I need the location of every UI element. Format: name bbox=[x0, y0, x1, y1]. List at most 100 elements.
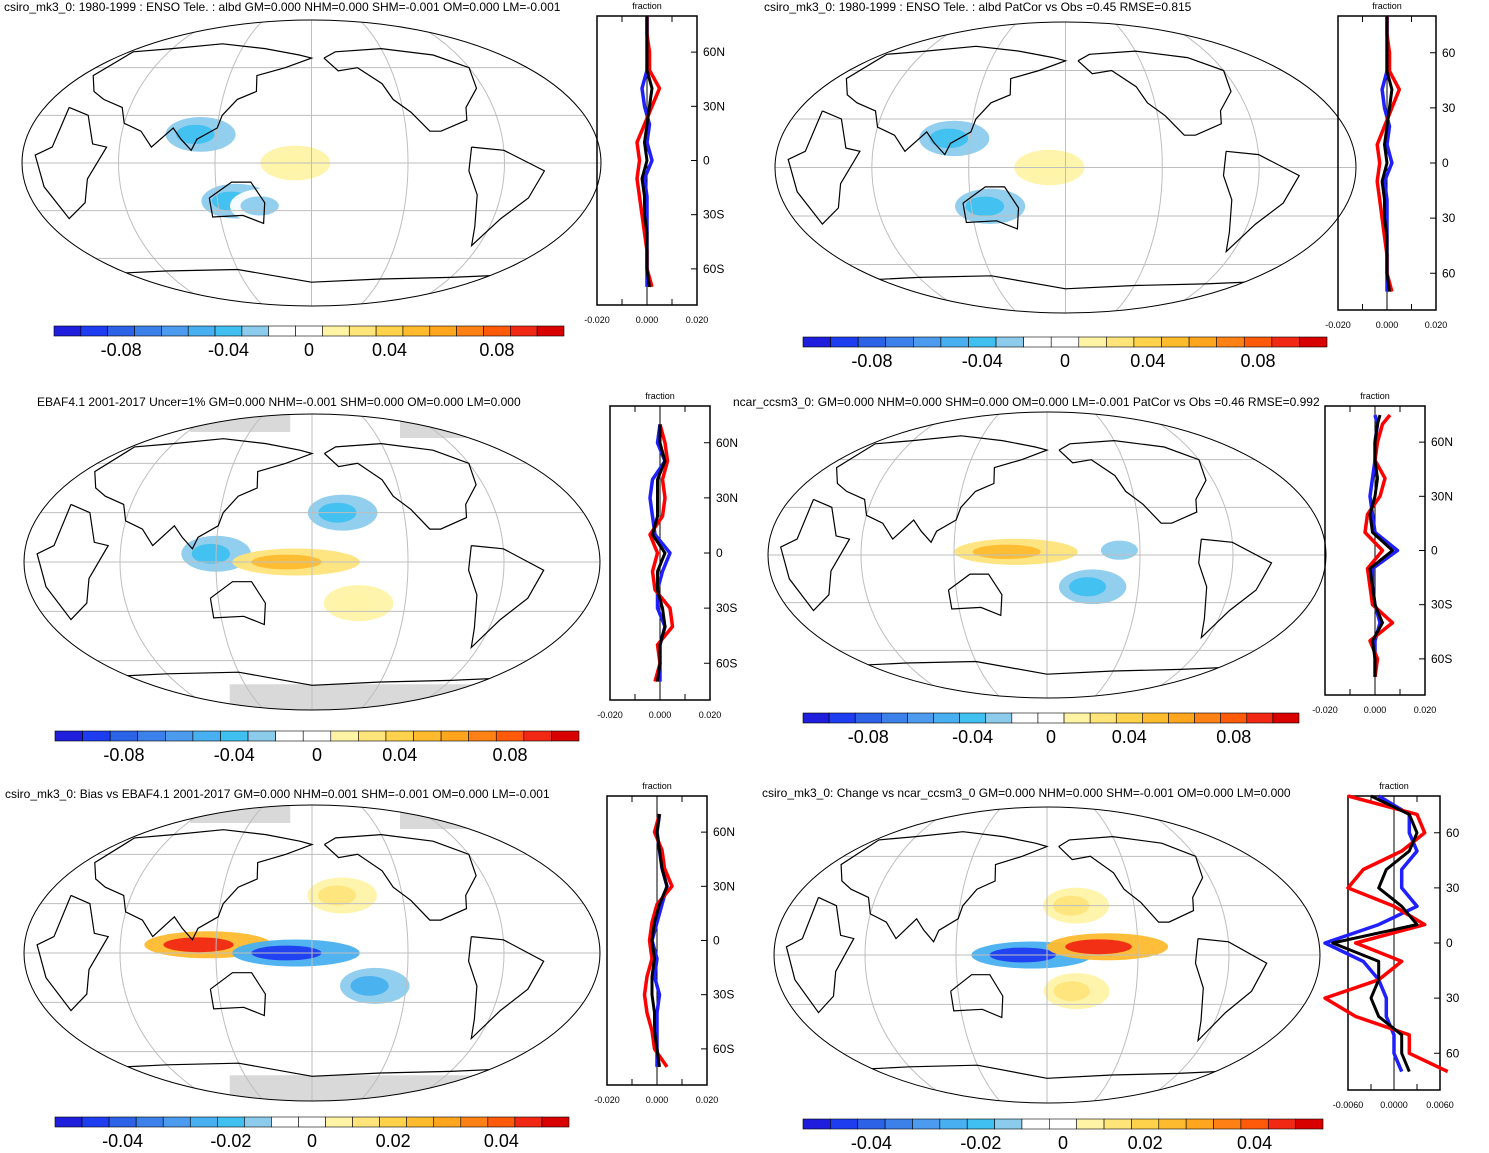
map-svg bbox=[21, 19, 602, 307]
continent-outline bbox=[840, 660, 1254, 675]
colorbar-label: 0.08 bbox=[479, 340, 514, 360]
colorbar-swatch bbox=[1089, 712, 1117, 724]
colorbar-swatch bbox=[456, 325, 484, 337]
profile-axis-label: fraction bbox=[1379, 781, 1409, 791]
map-border bbox=[23, 804, 601, 1102]
colorbar-swatch bbox=[1240, 1118, 1269, 1130]
map-border bbox=[773, 806, 1321, 1104]
colorbar-swatch bbox=[913, 336, 942, 348]
colorbar-swatch bbox=[433, 1116, 462, 1128]
colorbar-swatch bbox=[295, 325, 323, 337]
profile-lat-label: 0 bbox=[1442, 156, 1449, 170]
graticule-lon bbox=[860, 412, 955, 698]
zonal-profile-svg: fraction -0.020 0.000 0.020 60N 30N 0 30S 60S bbox=[1312, 391, 1453, 715]
colorbar-label: 0.04 bbox=[1112, 727, 1147, 747]
colorbar-label: -0.08 bbox=[848, 727, 889, 747]
colorbar: -0.04 -0.02 0 0.02 0.04 bbox=[54, 1116, 570, 1153]
continent-outline bbox=[323, 442, 477, 530]
colorbar-swatch bbox=[358, 730, 387, 742]
continent-outline bbox=[1077, 50, 1232, 136]
profile-lat-label: 60S bbox=[1431, 652, 1452, 666]
colorbar-swatch bbox=[854, 712, 882, 724]
profile-series-line bbox=[1323, 794, 1449, 1074]
zonal-profile-svg: fraction -0.020 0.000 0.020 60N 30N 0 30S 60S bbox=[584, 1, 725, 325]
profile-lat-label: 30S bbox=[703, 208, 724, 222]
colorbar-swatch bbox=[375, 325, 404, 337]
profile-tick-label: 0.000 bbox=[646, 1095, 669, 1105]
colorbar-swatch bbox=[1106, 336, 1135, 348]
colorbar-swatch bbox=[214, 325, 243, 337]
colorbar-swatch bbox=[1299, 336, 1328, 348]
map-plot bbox=[766, 410, 1328, 700]
colorbar-label: 0.04 bbox=[372, 340, 407, 360]
graticule-lon bbox=[1113, 22, 1163, 313]
colorbar-label: -0.08 bbox=[851, 351, 892, 371]
colorbar-swatch bbox=[302, 730, 332, 742]
colorbar-swatch bbox=[189, 1116, 218, 1128]
colorbar-swatch bbox=[1115, 712, 1143, 724]
profile-tick-label: -0.0060 bbox=[1333, 1100, 1364, 1110]
profile-lat-label: 0 bbox=[1446, 936, 1453, 950]
profile-series-line bbox=[1380, 16, 1394, 292]
colorbar-swatch bbox=[217, 1116, 245, 1128]
missing-data-antarctic bbox=[229, 1075, 511, 1101]
colorbar-swatch bbox=[933, 712, 960, 724]
map-body bbox=[768, 412, 1326, 698]
colorbar-swatch bbox=[912, 1118, 941, 1130]
colorbar-swatch bbox=[1272, 712, 1300, 724]
colorbar-swatch bbox=[161, 325, 189, 337]
map-body bbox=[22, 20, 601, 306]
profile-tick-label: 0.0000 bbox=[1380, 1100, 1408, 1110]
continent-outline bbox=[209, 972, 267, 1017]
map-plot bbox=[22, 412, 602, 712]
continent-outline bbox=[850, 275, 1281, 290]
colorbar-swatch bbox=[1103, 1118, 1132, 1130]
profile-lat-label: 60N bbox=[716, 436, 738, 450]
colorbar-swatch bbox=[247, 730, 276, 742]
anomaly-core bbox=[191, 543, 231, 564]
colorbar-swatch bbox=[440, 730, 469, 742]
panel-title: ncar_ccsm3_0: GM=0.000 NHM=0.000 SHM=0.0… bbox=[733, 395, 1320, 409]
map-border bbox=[23, 413, 601, 711]
graticule-lon bbox=[359, 20, 409, 306]
graticule-lon bbox=[215, 805, 265, 1101]
colorbar-swatch bbox=[135, 1116, 164, 1128]
colorbar-label: -0.04 bbox=[208, 340, 249, 360]
anomaly-core bbox=[334, 593, 373, 614]
profile-lat-label: 60S bbox=[716, 656, 737, 670]
continent-outline bbox=[1194, 938, 1268, 1043]
colorbar-swatch bbox=[1243, 336, 1273, 348]
colorbar-label: -0.04 bbox=[102, 1131, 143, 1151]
continent-outline bbox=[97, 268, 526, 283]
profile-tick-label: 0.000 bbox=[649, 710, 672, 720]
colorbar-swatch bbox=[1168, 712, 1195, 724]
map-body bbox=[775, 22, 1356, 313]
colorbar-swatch bbox=[413, 730, 442, 742]
colorbar-swatch bbox=[244, 1116, 272, 1128]
profile-tick-label: -0.020 bbox=[1325, 320, 1351, 330]
colorbar-swatch bbox=[1295, 1118, 1324, 1130]
colorbar: -0.08 -0.04 0 0.04 0.08 bbox=[53, 325, 565, 366]
profile-tick-label: 0.020 bbox=[696, 1095, 719, 1105]
colorbar-swatch bbox=[523, 730, 552, 742]
colorbar-swatch bbox=[460, 1116, 489, 1128]
continent-outline bbox=[962, 186, 1020, 230]
zonal-profile: fraction -0.020 0.000 0.020 60N 30N 0 30S 60S bbox=[570, 0, 745, 345]
zonal-profile: fraction -0.0060 0.0000 0.0060 60 30 0 30 60 bbox=[1323, 780, 1489, 1130]
colorbar-swatch bbox=[271, 1116, 299, 1128]
profile-lat-label: 60 bbox=[1446, 826, 1460, 840]
anomaly-core bbox=[1065, 939, 1132, 955]
colorbar-swatch bbox=[268, 325, 296, 337]
colorbar-swatch bbox=[1131, 1118, 1160, 1130]
profile-lat-label: 30N bbox=[713, 879, 735, 893]
profile-axis-label: fraction bbox=[1360, 391, 1390, 401]
graticule-lon bbox=[359, 805, 409, 1101]
colorbar-label: 0.04 bbox=[382, 745, 417, 765]
panel-title: csiro_mk3_0: 1980-1999 : ENSO Tele. : al… bbox=[764, 0, 1192, 14]
continent-outline bbox=[1222, 150, 1301, 254]
map-svg bbox=[23, 413, 601, 711]
profile-lat-label: 60S bbox=[703, 262, 724, 276]
colorbar-swatch bbox=[968, 336, 997, 348]
panel-title: EBAF4.1 2001-2017 Uncer=1% GM=0.000 NHM=… bbox=[37, 395, 521, 409]
colorbar-swatch bbox=[165, 730, 194, 742]
